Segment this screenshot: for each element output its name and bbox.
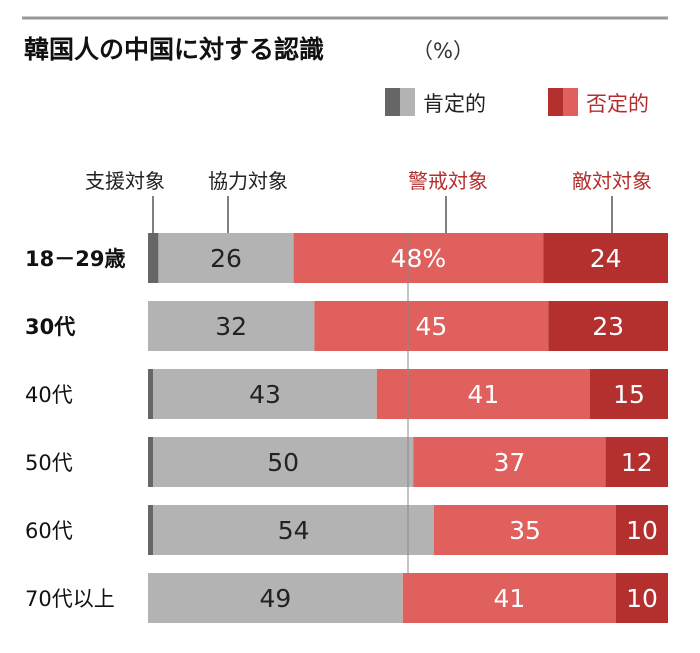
series-name-labels: 支援対象 協力対象 警戒対象 敵対対象: [85, 169, 652, 233]
series-name: 支援対象: [85, 169, 165, 193]
bar-segment: [148, 505, 154, 555]
data-label: 23: [592, 312, 624, 341]
bar-segment: [543, 233, 668, 283]
bar-segment: [148, 233, 159, 283]
category-labels: 18－29歳 30代 40代 50代 60代 70代以上: [25, 247, 125, 611]
data-label: 26: [210, 244, 242, 273]
bar-segment: [434, 505, 616, 555]
bar-segment: [148, 437, 154, 487]
data-label: 49: [259, 584, 291, 613]
legend-label: 否定的: [586, 92, 649, 116]
bar-segment: [616, 573, 668, 623]
chart-unit: （%）: [412, 39, 474, 63]
data-label: 35: [509, 516, 541, 545]
data-label: 37: [493, 448, 525, 477]
bar-segment: [376, 369, 590, 419]
series-name: 協力対象: [208, 169, 288, 193]
bar-segment: [293, 233, 544, 283]
legend-swatch-dark: [385, 88, 400, 116]
chart-title: 韓国人の中国に対する認識: [24, 35, 324, 64]
data-label: 50: [267, 448, 299, 477]
bar-segment: [402, 573, 616, 623]
legend: 肯定的 否定的: [385, 88, 649, 116]
bar-segment: [314, 301, 549, 351]
data-label: 32: [215, 312, 247, 341]
data-label: 15: [613, 380, 645, 409]
bar-segment: [616, 505, 668, 555]
data-label: 54: [278, 516, 310, 545]
bar-segment: [148, 301, 315, 351]
series-name: 警戒対象: [408, 169, 488, 193]
bar-segment: [153, 437, 414, 487]
category-label: 40代: [25, 383, 73, 407]
data-label: 43: [249, 380, 281, 409]
legend-label: 肯定的: [423, 92, 486, 116]
bar-segment: [148, 573, 403, 623]
category-label: 30代: [25, 315, 75, 339]
legend-swatch-light: [400, 88, 415, 116]
bar-segment: [153, 505, 434, 555]
data-label: 10: [626, 516, 658, 545]
category-label: 50代: [25, 451, 73, 475]
category-label: 18－29歳: [25, 247, 125, 271]
bar-segment: [158, 233, 294, 283]
category-label: 60代: [25, 519, 73, 543]
data-label: 48%: [391, 244, 447, 273]
category-label: 70代以上: [25, 587, 115, 611]
bar-segment: [605, 437, 668, 487]
bar-segment: [590, 369, 668, 419]
bar-segment: [548, 301, 668, 351]
legend-swatch-dark: [548, 88, 563, 116]
data-label: 24: [590, 244, 622, 273]
series-name: 敵対対象: [572, 169, 652, 193]
data-label: 12: [621, 448, 653, 477]
bar-segment: [153, 369, 377, 419]
bar-segment: [413, 437, 606, 487]
bar-segment: [148, 369, 154, 419]
data-label: 45: [415, 312, 447, 341]
bars: 26 48% 24 32 45 23 43 41 15 50 37 12 54 35 10 49 41 10: [148, 233, 668, 623]
data-label: 10: [626, 584, 658, 613]
data-label: 41: [493, 584, 525, 613]
legend-swatch-light: [563, 88, 578, 116]
data-label: 41: [467, 380, 499, 409]
